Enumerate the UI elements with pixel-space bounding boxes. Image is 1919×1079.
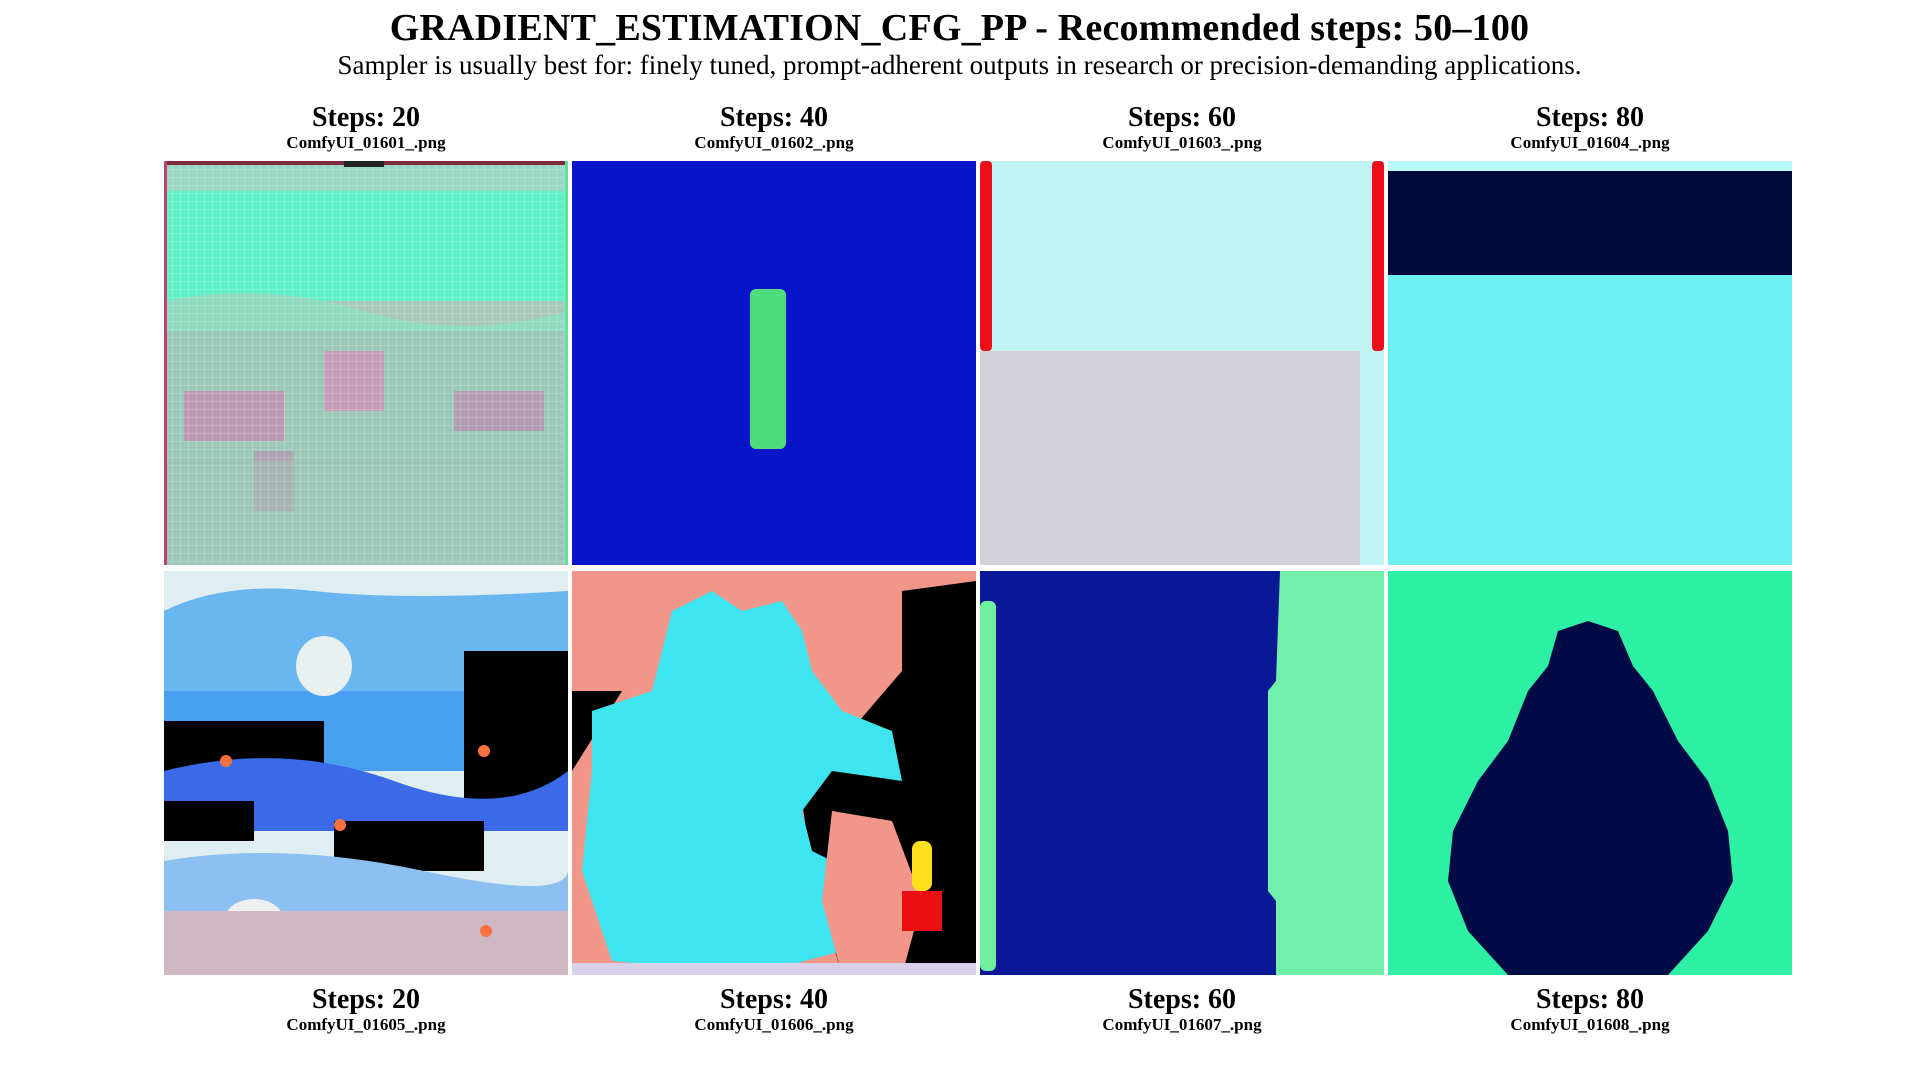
image-tile-01602	[572, 161, 976, 565]
image-tile-01601	[164, 161, 568, 565]
generated-image-01607	[980, 571, 1384, 975]
image-tile-01607	[980, 571, 1384, 975]
steps-label: Steps: 80	[1535, 984, 1645, 1015]
image-tile-01604	[1388, 161, 1792, 565]
caption-top-2: Steps: 40 ComfyUI_01602_.png	[572, 103, 976, 153]
steps-label: Steps: 40	[719, 984, 829, 1015]
filename-label: ComfyUI_01608_.png	[1510, 1015, 1670, 1034]
page-title: GRADIENT_ESTIMATION_CFG_PP - Recommended…	[389, 7, 1530, 49]
image-tile-01606	[572, 571, 976, 975]
caption-bottom-1: Steps: 20 ComfyUI_01605_.png	[164, 985, 568, 1035]
caption-bottom-3: Steps: 60 ComfyUI_01607_.png	[980, 985, 1384, 1035]
steps-label: Steps: 20	[311, 984, 421, 1015]
caption-top-3: Steps: 60 ComfyUI_01603_.png	[980, 103, 1384, 153]
filename-label: ComfyUI_01604_.png	[1510, 133, 1670, 152]
steps-label: Steps: 60	[1127, 984, 1237, 1015]
steps-label: Steps: 80	[1535, 102, 1645, 133]
caption-top-1: Steps: 20 ComfyUI_01601_.png	[164, 103, 568, 153]
image-tile-01608	[1388, 571, 1792, 975]
generated-image-01601	[164, 161, 568, 565]
steps-label: Steps: 60	[1127, 102, 1237, 133]
caption-bottom-4: Steps: 80 ComfyUI_01608_.png	[1388, 985, 1792, 1035]
generated-image-01605	[164, 571, 568, 975]
filename-label: ComfyUI_01603_.png	[1102, 133, 1262, 152]
generated-image-01602	[572, 161, 976, 565]
steps-label: Steps: 40	[719, 102, 829, 133]
generated-image-01606	[572, 571, 976, 975]
filename-label: ComfyUI_01606_.png	[694, 1015, 854, 1034]
caption-bottom-2: Steps: 40 ComfyUI_01606_.png	[572, 985, 976, 1035]
page-subtitle: Sampler is usually best for: finely tune…	[337, 50, 1582, 80]
steps-label: Steps: 20	[311, 102, 421, 133]
generated-image-01604	[1388, 161, 1792, 565]
caption-top-4: Steps: 80 ComfyUI_01604_.png	[1388, 103, 1792, 153]
filename-label: ComfyUI_01607_.png	[1102, 1015, 1262, 1034]
filename-label: ComfyUI_01601_.png	[286, 133, 446, 152]
image-tile-01605	[164, 571, 568, 975]
filename-label: ComfyUI_01602_.png	[694, 133, 854, 152]
image-tile-01603	[980, 161, 1384, 565]
filename-label: ComfyUI_01605_.png	[286, 1015, 446, 1034]
generated-image-01603	[980, 161, 1384, 565]
generated-image-01608	[1388, 571, 1792, 975]
